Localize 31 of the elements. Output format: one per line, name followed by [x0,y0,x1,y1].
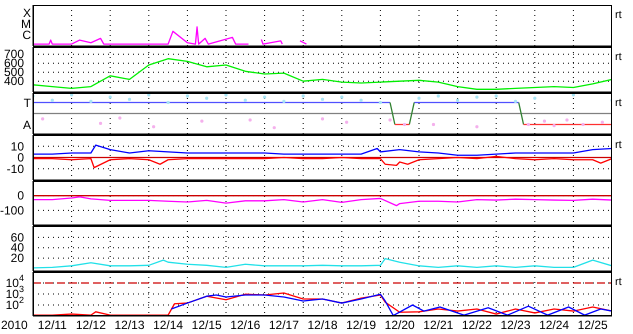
text: rt [615,276,622,288]
text: X [22,6,31,20]
text: rt [615,139,622,151]
x-tick-label: 12/21 [423,318,454,332]
x-tick-label: 12/20 [384,318,416,332]
text: rt [615,51,622,63]
x-tick-label: 12/17 [268,318,300,332]
x-tick-label: 12/15 [192,318,222,332]
x-tick-label: 12/18 [307,318,338,332]
text: rt [615,9,622,21]
y-tick-label: 0 [17,188,24,203]
x-tick-label: 12/16 [230,318,261,332]
x-tick-label: 12/13 [114,318,145,332]
y-tick-label: -100 [0,203,24,218]
text: T [22,96,31,110]
text: A [22,118,31,132]
x-tick-label: 12/24 [539,318,570,332]
x-tick-label: 12/22 [462,318,492,332]
x-tick-label: 12/23 [500,318,531,332]
y-tick-label: 0 [17,150,24,164]
x-axis-title: 2010 [1,318,28,332]
x-tick-label: 12/12 [76,318,106,332]
text: M [20,17,31,31]
x-tick-label: 12/14 [153,318,184,332]
text: C [21,28,31,42]
y-tick-label: 10 [10,139,24,154]
x-tick-label: 12/25 [578,318,608,332]
text: rt [615,97,622,109]
y-tick-label: -10 [6,162,24,176]
x-tick-label: 12/11 [38,318,68,332]
x-tick-label: 12/19 [346,318,376,332]
